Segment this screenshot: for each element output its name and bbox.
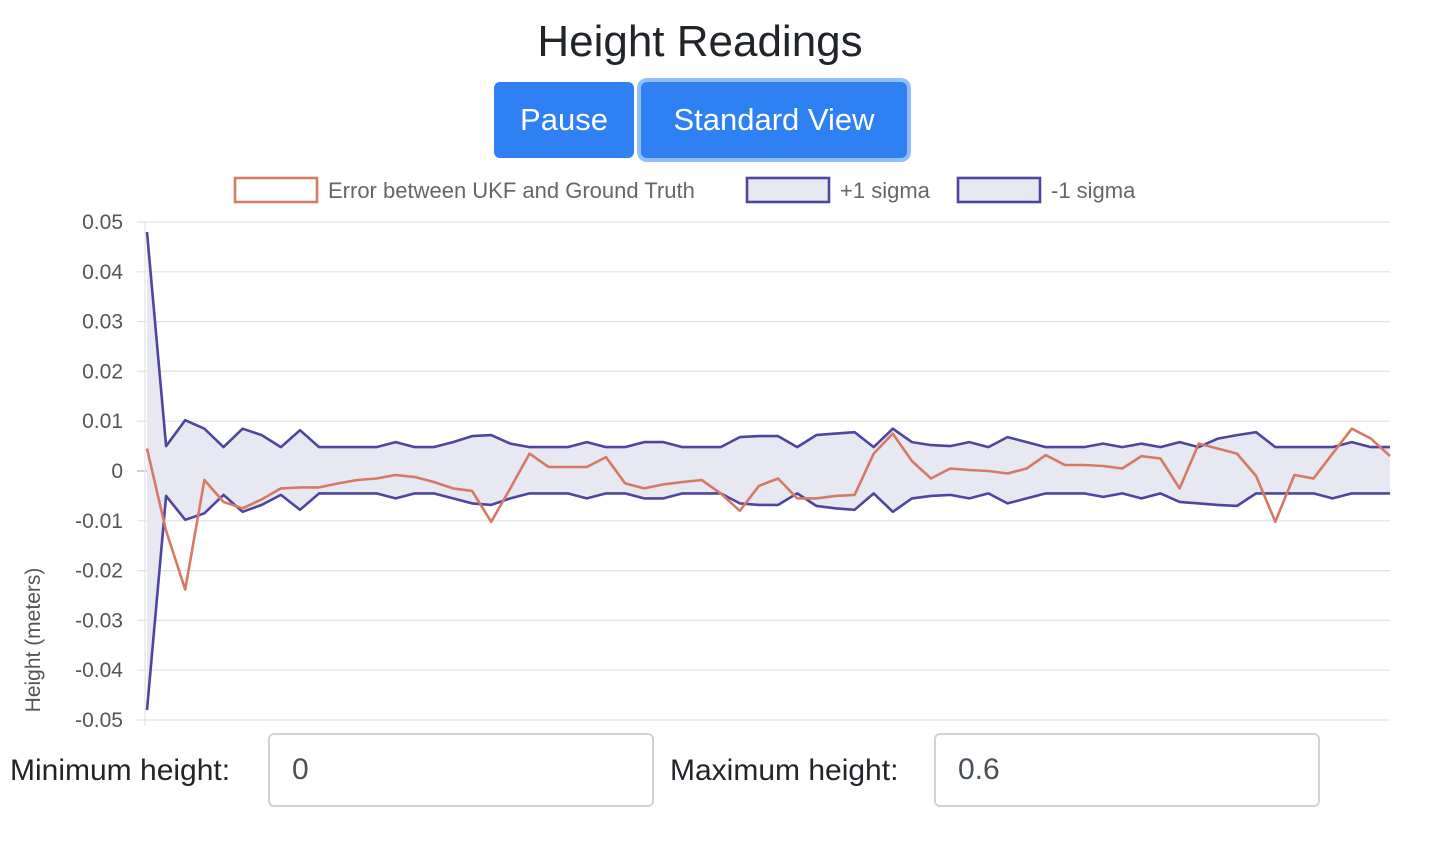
y-tick-label: -0.02: [75, 560, 123, 583]
legend-label: Error between UKF and Ground Truth: [328, 178, 695, 203]
pause-button[interactable]: Pause: [494, 82, 634, 158]
y-tick-label: 0.02: [82, 360, 123, 383]
y-tick-label: 0.03: [82, 311, 123, 334]
min-height-input[interactable]: [268, 733, 654, 807]
legend-label: +1 sigma: [840, 178, 931, 203]
y-tick-label: -0.04: [75, 659, 123, 682]
min-height-label: Minimum height:: [10, 754, 231, 787]
error-line: [145, 427, 1391, 591]
max-height-input[interactable]: [934, 733, 1320, 807]
chart-legend: Error between UKF and Ground Truth +1 sig…: [233, 176, 1136, 204]
y-tick-label: -0.03: [75, 609, 123, 632]
y-tick-label: 0: [111, 460, 123, 483]
legend-swatch: [956, 176, 1042, 204]
page-title: Height Readings: [537, 17, 863, 66]
y-axis-ticks: 0.05 0.04 0.03 0.02 0.01 0 -0.01 -0.02 -0.03 -0.0…: [75, 211, 123, 730]
minus-sigma-line: [145, 492, 1390, 711]
max-height-label: Maximum height:: [670, 754, 899, 787]
y-tick-label: -0.01: [75, 510, 123, 533]
legend-swatch: [233, 176, 319, 204]
legend-swatch: [745, 176, 831, 204]
height-chart: Error between UKF and Ground Truth +1 sig…: [22, 176, 1391, 730]
y-tick-label: 0.05: [82, 211, 123, 234]
y-tick-label: -0.05: [75, 709, 123, 730]
y-axis-label: Height (meters): [22, 568, 45, 713]
y-tick-label: 0.04: [82, 261, 123, 284]
chart-lines: [145, 231, 1391, 711]
y-tick-label: 0.01: [82, 410, 123, 433]
standard-view-button[interactable]: Standard View: [641, 82, 907, 158]
plus-sigma-line: [145, 231, 1390, 449]
sigma-band-fill: [147, 232, 1390, 710]
legend-label: -1 sigma: [1051, 178, 1136, 203]
sigma-band: [147, 232, 1390, 710]
